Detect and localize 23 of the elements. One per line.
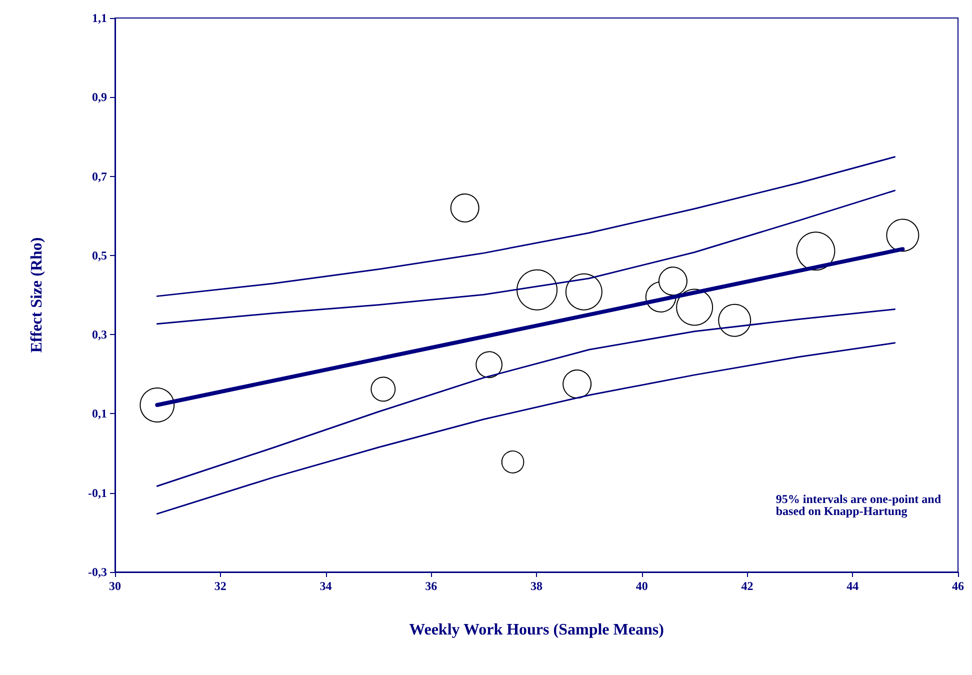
x-tick-label: 44	[846, 579, 859, 593]
y-tick-label: 0,5	[92, 248, 107, 262]
line-series	[156, 308, 896, 487]
y-tick-label: 0,7	[92, 169, 107, 184]
y-tick-label: 1,1	[92, 11, 107, 25]
x-tick-label: 30	[109, 579, 121, 593]
annotation: 95% intervals are one-point and based on Knapp-Hartung	[776, 492, 944, 518]
x-tick-label: 34	[320, 579, 332, 593]
y-tick-label: 0,1	[92, 406, 107, 421]
y-tick-label: 0,9	[92, 90, 107, 104]
x-tick-label: 36	[425, 579, 438, 593]
line-series	[156, 190, 896, 325]
x-tick-label: 40	[636, 579, 648, 593]
y-tick-label: -0,1	[88, 486, 107, 500]
x-axis-title: Weekly Work Hours (Sample Means)	[409, 622, 664, 638]
x-tick-label: 38	[530, 579, 542, 593]
line-series	[156, 156, 896, 297]
y-tick-label: -0,3	[88, 565, 107, 579]
y-axis-title: Effect Size (Rho)	[28, 237, 46, 353]
y-tick-label: 0,3	[92, 328, 107, 342]
x-tick-label: 32	[214, 579, 226, 593]
x-tick-label: 42	[741, 579, 754, 593]
x-tick-label: 46	[952, 579, 964, 593]
